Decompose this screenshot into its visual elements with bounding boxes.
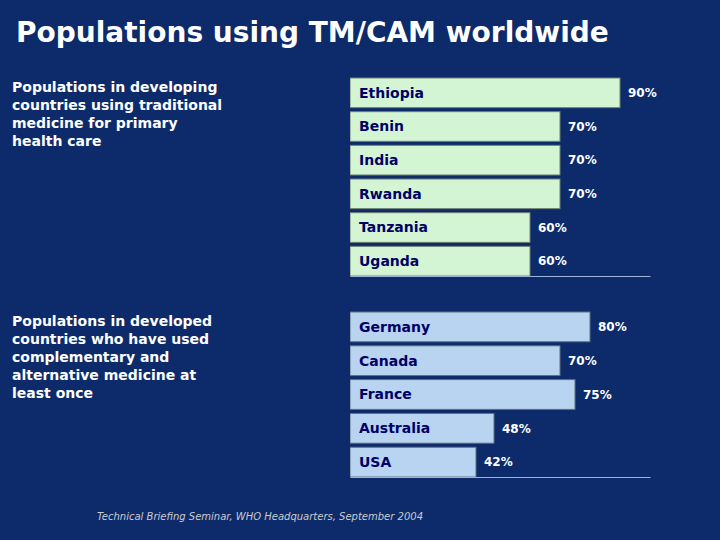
bar — [350, 246, 530, 276]
axis-line — [351, 477, 651, 478]
category-label: Rwanda — [359, 186, 422, 202]
bar — [350, 312, 590, 342]
data-label: 70% — [568, 120, 597, 134]
category-label: India — [359, 152, 398, 168]
bar — [350, 413, 494, 443]
data-label: 90% — [628, 86, 657, 100]
bar — [350, 179, 560, 209]
category-label: France — [359, 386, 412, 402]
data-label: 70% — [568, 153, 597, 167]
chart-root: Populations using TM/CAM worldwide Popula… — [0, 0, 720, 540]
category-label: Benin — [359, 118, 404, 134]
data-label: 60% — [538, 221, 567, 235]
data-label: 70% — [568, 187, 597, 201]
chart-title: Populations using TM/CAM worldwide — [16, 16, 609, 49]
annotation: Technical Briefing Seminar, WHO Headquar… — [97, 511, 423, 522]
bar — [350, 380, 575, 410]
category-label: Australia — [359, 420, 430, 436]
bar-texts: Germany Canada France Australia USA 80% 70% 75%… — [359, 319, 627, 470]
bar — [350, 145, 560, 175]
bars — [350, 312, 590, 477]
data-label: 60% — [538, 254, 567, 268]
axis-line — [351, 276, 651, 277]
background — [0, 0, 720, 540]
x-axis — [351, 477, 651, 478]
bar — [350, 78, 620, 108]
bar — [350, 447, 476, 477]
x-axis — [351, 276, 651, 277]
category-label: Tanzania — [359, 219, 428, 235]
data-label: 48% — [502, 422, 531, 436]
data-label: 80% — [598, 320, 627, 334]
category-label: Ethiopia — [359, 85, 424, 101]
data-label: 70% — [568, 354, 597, 368]
category-label: Uganda — [359, 253, 419, 269]
group-label: Populations in developingcountries using… — [12, 79, 222, 149]
category-label: USA — [359, 454, 391, 470]
bar — [350, 112, 560, 142]
category-label: Canada — [359, 353, 418, 369]
data-label: 75% — [583, 388, 612, 402]
bar-texts: Ethiopia Benin India Rwanda Tanzania Uganda 90… — [359, 85, 657, 269]
bar — [350, 346, 560, 376]
bar — [350, 213, 530, 243]
data-label: 42% — [484, 455, 513, 469]
bars — [350, 78, 620, 276]
category-label: Germany — [359, 319, 430, 335]
group-label: Populations in developedcountries who ha… — [12, 313, 212, 401]
